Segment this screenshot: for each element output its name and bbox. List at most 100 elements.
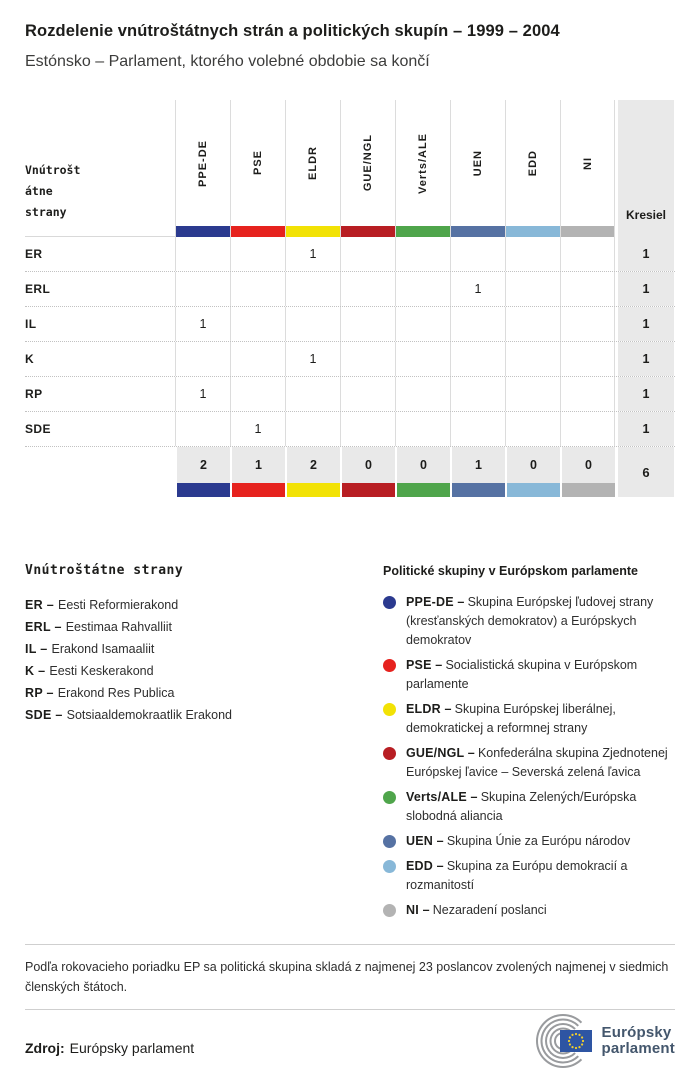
group-code: PSE – — [406, 658, 443, 672]
cell — [505, 237, 560, 271]
legend-item: EDD – Skupina za Európu demokracií a rozm… — [383, 857, 675, 895]
cell — [505, 342, 560, 376]
column-header-text-holder: NI — [561, 100, 614, 226]
party-name: Sotsiaaldemokraatlik Erakond — [66, 708, 233, 722]
cell — [560, 307, 615, 341]
cell — [175, 412, 230, 446]
total-value: 2 — [177, 447, 230, 483]
total-value: 0 — [342, 447, 395, 483]
column-header-verts-ale: Verts/ALE — [395, 100, 450, 237]
cell — [230, 377, 285, 411]
logo-line-1: Európsky — [601, 1024, 672, 1041]
cell — [560, 237, 615, 271]
legend-item: SDE – Sotsiaaldemokraatlik Erakond — [25, 704, 383, 726]
legend-color-dot — [383, 904, 396, 917]
column-color-bar — [562, 483, 615, 497]
seats-column-header: Kresiel — [618, 100, 674, 237]
cell: 1 — [450, 272, 505, 306]
column-header-label: ELDR — [307, 146, 319, 180]
legend-text: NI – Nezaradení poslanci — [406, 901, 547, 920]
column-header-pse: PSE — [230, 100, 285, 237]
total-cell: 0 — [505, 447, 560, 497]
column-header-eldr: ELDR — [285, 100, 340, 237]
cell — [340, 377, 395, 411]
source-line: Zdroj: Európsky parlament — [25, 1040, 194, 1056]
column-header-ni: NI — [560, 100, 615, 237]
cell: 1 — [285, 342, 340, 376]
cell — [450, 412, 505, 446]
party-name: Eesti Reformierakond — [58, 598, 179, 612]
column-color-bar — [451, 226, 505, 237]
party-code: SDE – — [25, 708, 63, 722]
column-header-text-holder: GUE/NGL — [341, 100, 395, 226]
total-value: 0 — [562, 447, 615, 483]
column-header-label: PSE — [252, 150, 264, 176]
legend-item: IL – Erakond Isamaaliit — [25, 638, 383, 660]
row-label: ER — [25, 247, 43, 261]
cell — [450, 377, 505, 411]
cell — [560, 412, 615, 446]
column-header-label: EDD — [527, 149, 539, 177]
column-header-text-holder: ELDR — [286, 100, 340, 226]
legend-color-dot — [383, 791, 396, 804]
total-value: 0 — [397, 447, 450, 483]
hemicycle-icon — [535, 1014, 593, 1068]
cell — [505, 412, 560, 446]
divider — [25, 1009, 675, 1010]
group-name: Skupina Únie za Európu národov — [446, 834, 631, 848]
total-cell: 1 — [450, 447, 505, 497]
logo-line-2: parlament — [601, 1040, 675, 1057]
legend-text: Verts/ALE – Skupina Zelených/Európska slo… — [406, 788, 675, 826]
column-header-label: GUE/NGL — [362, 134, 374, 192]
cell — [505, 272, 560, 306]
note-text: Podľa rokovacieho poriadku EP sa politic… — [25, 960, 669, 994]
row-header: Vnútrošt átne strany — [25, 100, 175, 237]
group-code: NI – — [406, 903, 430, 917]
cell: 1 — [230, 412, 285, 446]
table-row-k: K 1 1 — [25, 342, 675, 377]
table-row-erl: ERL 1 1 — [25, 272, 675, 307]
divider — [25, 944, 675, 945]
column-color-bar — [287, 483, 340, 497]
page-title: Rozdelenie vnútroštátnych strán a politi… — [25, 22, 560, 40]
legend-text: GUE/NGL – Konfederálna skupina Zjednotene… — [406, 744, 675, 782]
seats-cell: 1 — [618, 307, 674, 341]
cell — [340, 272, 395, 306]
cell — [285, 272, 340, 306]
column-header-text-holder: EDD — [506, 100, 560, 226]
row-label: RP — [25, 387, 43, 401]
totals-spacer — [25, 447, 175, 497]
legend-item: UEN – Skupina Únie za Európu národov — [383, 832, 675, 851]
column-color-bar — [507, 483, 560, 497]
table-row-sde: SDE 1 1 — [25, 412, 675, 447]
legend-color-dot — [383, 596, 396, 609]
column-header-text-holder: PSE — [231, 100, 285, 226]
seats-cell: 1 — [618, 237, 674, 271]
column-header-label: Verts/ALE — [417, 132, 429, 194]
column-color-bar — [397, 483, 450, 497]
legend-text: ELDR – Skupina Európskej liberálnej, demo… — [406, 700, 675, 738]
row-label: K — [25, 352, 35, 366]
cell — [175, 342, 230, 376]
party-code: K – — [25, 664, 46, 678]
legend-color-dot — [383, 747, 396, 760]
column-color-bar — [231, 226, 285, 237]
column-header-gue-ngl: GUE/NGL — [340, 100, 395, 237]
total-value: 1 — [232, 447, 285, 483]
group-code: Verts/ALE – — [406, 790, 478, 804]
party-code: RP – — [25, 686, 54, 700]
column-color-bar — [561, 226, 614, 237]
cell — [395, 342, 450, 376]
seats-cell: 1 — [618, 377, 674, 411]
table-row-rp: RP 1 1 — [25, 377, 675, 412]
cell — [450, 237, 505, 271]
cell — [285, 307, 340, 341]
row-label: ERL — [25, 282, 51, 296]
european-parliament-logo: Európsky parlament — [535, 1014, 676, 1068]
eu-flag-icon — [559, 1030, 592, 1052]
eu-stars-icon — [567, 1032, 584, 1050]
row-label: IL — [25, 317, 37, 331]
group-name: Socialistická skupina v Európskom parlam… — [406, 658, 638, 691]
cell — [340, 237, 395, 271]
cell — [450, 307, 505, 341]
